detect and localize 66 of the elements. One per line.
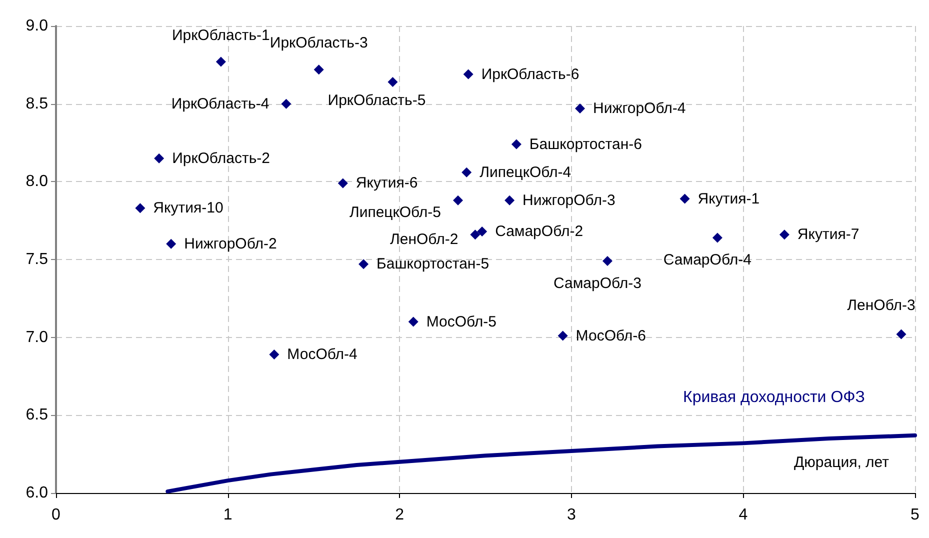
point — [462, 167, 472, 178]
x-tick-label: 2 — [395, 506, 404, 524]
point — [463, 69, 474, 80]
y-tick-label: 6.5 — [26, 406, 48, 424]
data-label: Якутия-6 — [356, 174, 418, 192]
point — [166, 238, 176, 249]
data-label: ИркОбласть-3 — [270, 34, 368, 52]
point — [896, 329, 906, 340]
point — [712, 232, 722, 243]
point — [216, 56, 226, 67]
data-label: ИркОбласть-1 — [172, 26, 270, 44]
series-label: Кривая доходности ОФЗ — [683, 388, 865, 406]
data-label: НижгорОбл-3 — [522, 192, 616, 209]
data-label: СамарОбл-3 — [553, 275, 642, 292]
data-label: Якутия-10 — [153, 200, 224, 217]
point — [574, 104, 585, 114]
x-axis-title: Дюрация, лет — [794, 454, 890, 471]
point — [281, 98, 292, 109]
data-label: ЛипецкОбл-5 — [349, 204, 442, 221]
line-series — [166, 433, 917, 494]
data-label: Якутия-7 — [797, 226, 860, 244]
data-label: НижгорОбл-4 — [592, 100, 686, 118]
data-label: НижгорОбл-2 — [184, 235, 277, 252]
x-tick-label: 1 — [223, 506, 232, 524]
y-tick-label: 7.5 — [26, 251, 48, 268]
point — [453, 195, 464, 206]
data-label: МосОбл-4 — [287, 346, 358, 363]
y-tick-label: 7.0 — [26, 328, 48, 346]
point — [477, 226, 488, 236]
x-tick-label: 0 — [52, 506, 61, 524]
y-tick-label: 8.5 — [26, 95, 48, 112]
point — [680, 194, 690, 204]
x-tick-label: 3 — [566, 506, 576, 524]
data-label: ИркОбласть-2 — [172, 150, 270, 167]
data-label: Якутия-1 — [698, 190, 760, 208]
point — [388, 77, 398, 88]
data-label: ЛенОбл-3 — [847, 297, 916, 314]
x-tick-label: 4 — [738, 506, 748, 524]
point — [558, 330, 568, 341]
data-label: СамарОбл-2 — [495, 222, 584, 240]
point — [358, 259, 369, 270]
data-label: МосОбл-6 — [576, 327, 646, 344]
point — [602, 256, 612, 266]
y-tick-label: 9.0 — [26, 18, 48, 34]
data-label: МосОбл-5 — [426, 313, 497, 330]
y-tick-label: 8.0 — [26, 173, 48, 190]
point — [504, 195, 515, 206]
point — [408, 316, 418, 327]
point — [779, 230, 790, 240]
x-tick-label: 5 — [910, 506, 920, 524]
data-label: ИркОбласть-4 — [171, 95, 270, 112]
y-tick-label: 6.0 — [26, 484, 48, 502]
data-label: ИркОбласть-5 — [328, 92, 426, 110]
data-label: СамарОбл-4 — [663, 252, 752, 269]
point — [511, 139, 522, 150]
data-label: ИркОбласть-6 — [481, 66, 580, 83]
point — [470, 230, 480, 240]
point — [154, 153, 164, 164]
point — [269, 349, 280, 360]
data-label: Башкортостан-5 — [376, 256, 490, 273]
data-label: ЛипецкОбл-4 — [480, 164, 572, 181]
point — [338, 178, 348, 188]
data-label: Башкортостан-6 — [529, 136, 642, 153]
data-label: ЛенОбл-2 — [390, 231, 458, 248]
point — [314, 64, 324, 75]
point — [135, 203, 146, 214]
